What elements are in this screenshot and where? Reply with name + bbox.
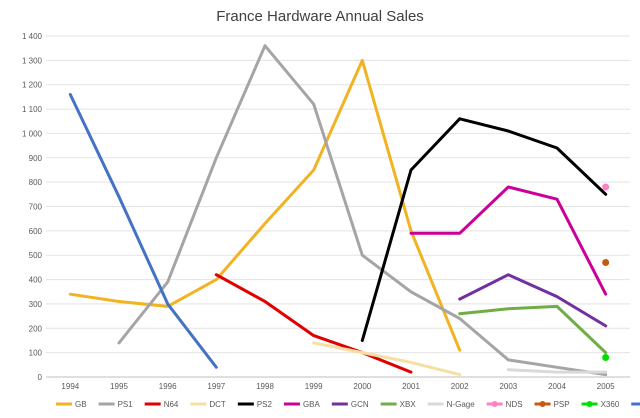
legend-label: DCT bbox=[209, 400, 226, 409]
x-tick-label: 2002 bbox=[451, 382, 469, 391]
y-tick-label: 0 bbox=[38, 373, 43, 382]
x-tick-label: 1996 bbox=[159, 382, 177, 391]
legend: GB PS1 N64 DCT PS2 GBA GCN XBX N-Gage NDS PSP X360 O… bbox=[56, 400, 640, 409]
series-line-ps2 bbox=[360, 117, 608, 342]
legend-item-gb: GB bbox=[56, 400, 87, 409]
series-x360 bbox=[602, 354, 610, 362]
y-tick-label: 500 bbox=[29, 251, 43, 260]
series-line-n-gage bbox=[506, 368, 608, 374]
legend-label: PSP bbox=[554, 400, 570, 409]
y-tick-label: 800 bbox=[29, 178, 43, 187]
x-axis-ticks: 1994 1995 1996 1997 1998 1999 2000 2001 2002 2003… bbox=[61, 382, 615, 391]
chart-title: France Hardware Annual Sales bbox=[216, 8, 424, 25]
legend-item-n64: N64 bbox=[144, 400, 179, 409]
x-tick-label: 2004 bbox=[548, 382, 566, 391]
legend-item-xbx: XBX bbox=[380, 400, 417, 409]
series-line-gcn bbox=[458, 273, 608, 328]
series-xbx bbox=[458, 304, 608, 355]
y-tick-label: 1 400 bbox=[22, 32, 43, 41]
legend-marker bbox=[586, 401, 593, 407]
y-tick-label: 100 bbox=[29, 349, 43, 358]
series-line-n64 bbox=[214, 273, 413, 374]
legend-item-nds: NDS bbox=[486, 400, 523, 409]
data-point-x360 bbox=[602, 354, 610, 362]
legend-marker bbox=[491, 401, 498, 407]
legend-label: GCN bbox=[351, 400, 369, 409]
y-tick-label: 1 300 bbox=[22, 56, 43, 65]
legend-label: PS2 bbox=[257, 400, 273, 409]
legend-item-ps2: PS2 bbox=[237, 400, 273, 409]
series-psp bbox=[602, 259, 610, 267]
series-ps2 bbox=[360, 117, 608, 342]
series-n64 bbox=[214, 273, 413, 374]
series-line-ps1 bbox=[117, 44, 608, 377]
y-tick-label: 300 bbox=[29, 300, 43, 309]
series-line-dct bbox=[312, 341, 462, 377]
x-tick-label: 1994 bbox=[61, 382, 79, 391]
y-tick-label: 1 100 bbox=[22, 105, 43, 114]
legend-item-others: Others bbox=[631, 402, 640, 406]
legend-label: N-Gage bbox=[447, 400, 476, 409]
y-tick-label: 200 bbox=[29, 324, 43, 333]
legend-item-gcn: GCN bbox=[331, 400, 369, 409]
legend-label: PS1 bbox=[118, 400, 134, 409]
series-ps1 bbox=[117, 44, 608, 377]
series-line-xbx bbox=[458, 304, 608, 355]
legend-item-ps1: PS1 bbox=[98, 400, 134, 409]
x-tick-label: 1995 bbox=[110, 382, 128, 391]
x-tick-label: 2003 bbox=[499, 382, 517, 391]
series-gba bbox=[409, 185, 608, 296]
legend-marker bbox=[539, 401, 546, 407]
series-line-gba bbox=[409, 185, 608, 296]
y-tick-label: 600 bbox=[29, 227, 43, 236]
y-axis-ticks: 0 100 200 300 400 500 600 700 800 900 1 000 1 100 1 … bbox=[22, 32, 43, 382]
series-gcn bbox=[458, 273, 608, 328]
x-tick-label: 1999 bbox=[305, 382, 323, 391]
legend-item-psp: PSP bbox=[534, 400, 570, 409]
series-nds bbox=[602, 183, 610, 191]
series-lines bbox=[68, 44, 610, 377]
legend-label: GB bbox=[75, 400, 87, 409]
legend-label: GBA bbox=[303, 400, 321, 409]
legend-item-n-gage: N-Gage bbox=[427, 400, 476, 409]
y-tick-label: 1 200 bbox=[22, 81, 43, 90]
series-others bbox=[68, 93, 218, 369]
legend-label: XBX bbox=[400, 400, 417, 409]
legend-label: N64 bbox=[164, 400, 179, 409]
x-tick-label: 2005 bbox=[597, 382, 615, 391]
series-line-gb bbox=[68, 58, 462, 352]
y-tick-label: 700 bbox=[29, 203, 43, 212]
series-line-others bbox=[68, 93, 218, 369]
data-point-nds bbox=[602, 183, 610, 191]
y-tick-label: 1 000 bbox=[22, 129, 43, 138]
series-dct bbox=[312, 341, 462, 377]
legend-item-gba: GBA bbox=[283, 400, 321, 409]
x-tick-label: 2000 bbox=[353, 382, 371, 391]
y-tick-label: 900 bbox=[29, 154, 43, 163]
legend-item-dct: DCT bbox=[190, 400, 226, 409]
legend-item-x360: X360 bbox=[581, 400, 620, 409]
legend-label: NDS bbox=[506, 400, 523, 409]
y-tick-label: 400 bbox=[29, 276, 43, 285]
x-tick-label: 2001 bbox=[402, 382, 420, 391]
series-n-gage bbox=[506, 368, 608, 374]
series-gb bbox=[68, 58, 462, 352]
x-tick-label: 1998 bbox=[256, 382, 274, 391]
legend-label: X360 bbox=[601, 400, 620, 409]
data-point-psp bbox=[602, 259, 610, 267]
x-tick-label: 1997 bbox=[207, 382, 225, 391]
